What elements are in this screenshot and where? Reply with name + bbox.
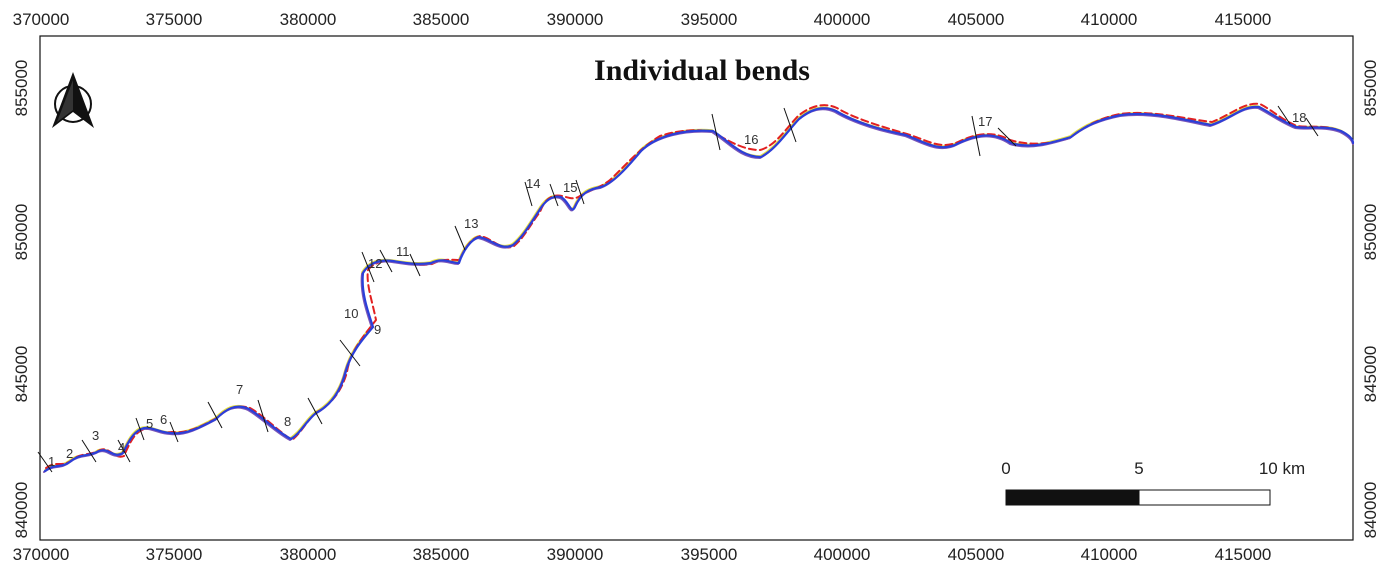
x-tick-label: 395000 (681, 545, 738, 564)
x-tick-label: 370000 (13, 545, 70, 564)
bend-label: 4 (118, 440, 125, 455)
bend-label: 13 (464, 216, 478, 231)
bend-label: 5 (146, 416, 153, 431)
x-tick-label: 400000 (814, 10, 871, 29)
scale-label: 5 (1134, 459, 1143, 478)
river-line-blue (43, 105, 1355, 473)
bend-label: 14 (526, 176, 540, 191)
x-tick-label: 370000 (13, 10, 70, 29)
bend-label: 18 (1292, 110, 1306, 125)
x-tick-label: 400000 (814, 545, 871, 564)
x-tick-label: 385000 (413, 545, 470, 564)
x-tick-label: 405000 (948, 10, 1005, 29)
bend-label: 1 (48, 454, 55, 469)
y-tick-label: 850000 (12, 204, 31, 261)
map-title: Individual bends (594, 54, 810, 87)
bend-label: 7 (236, 382, 243, 397)
scale-label: 0 (1001, 459, 1010, 478)
y-tick-label: 850000 (1361, 204, 1380, 261)
map-border (39, 35, 1354, 541)
bend-label: 12 (368, 256, 382, 271)
x-tick-label: 390000 (547, 10, 604, 29)
left-y-axis: 855000 850000 845000 840000 (12, 60, 31, 539)
bend-label: 15 (563, 180, 577, 195)
x-tick-label: 395000 (681, 10, 738, 29)
scale-label: 10 km (1259, 459, 1305, 478)
y-tick-label: 855000 (1361, 60, 1380, 117)
x-tick-label: 410000 (1081, 10, 1138, 29)
bend-label: 6 (160, 412, 167, 427)
bend-labels: 1 2 3 4 5 6 7 8 9 10 11 12 13 14 15 16 1… (48, 110, 1306, 469)
y-tick-label: 845000 (1361, 346, 1380, 403)
bend-label: 2 (66, 446, 73, 461)
bend-label: 3 (92, 428, 99, 443)
bend-label: 11 (396, 244, 410, 259)
scale-bar: 0 5 10 km (1001, 459, 1305, 506)
x-tick-label: 375000 (146, 545, 203, 564)
x-tick-label: 380000 (280, 10, 337, 29)
x-tick-label: 385000 (413, 10, 470, 29)
bend-label: 17 (978, 114, 992, 129)
top-x-axis: 370000 375000 380000 385000 390000 39500… (13, 10, 1272, 29)
bend-label: 8 (284, 414, 291, 429)
x-tick-label: 410000 (1081, 545, 1138, 564)
bend-label: 10 (344, 306, 358, 321)
y-tick-label: 845000 (12, 346, 31, 403)
scale-bar-black-segment (1005, 489, 1140, 506)
x-tick-label: 375000 (146, 10, 203, 29)
y-tick-label: 855000 (12, 60, 31, 117)
bend-separators (37, 105, 1319, 473)
bottom-x-axis: 370000 375000 380000 385000 390000 39500… (13, 545, 1272, 564)
x-tick-label: 405000 (948, 545, 1005, 564)
bend-label: 16 (744, 132, 758, 147)
north-arrow-icon (52, 72, 94, 128)
y-tick-label: 840000 (1361, 482, 1380, 539)
y-tick-label: 840000 (12, 482, 31, 539)
x-tick-label: 415000 (1215, 10, 1272, 29)
right-y-axis: 855000 850000 845000 840000 (1361, 60, 1380, 539)
scale-bar-white-segment (1138, 489, 1271, 506)
x-tick-label: 380000 (280, 545, 337, 564)
x-tick-label: 415000 (1215, 545, 1272, 564)
x-tick-label: 390000 (547, 545, 604, 564)
bend-label: 9 (374, 322, 381, 337)
